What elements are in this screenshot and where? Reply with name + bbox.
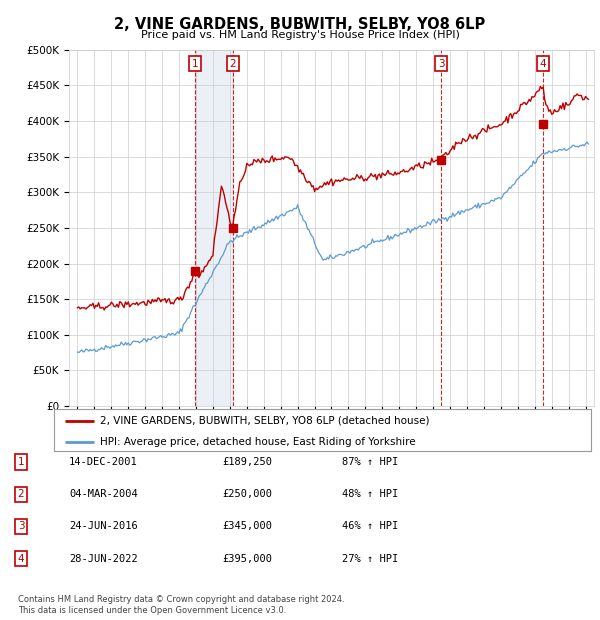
Text: 24-JUN-2016: 24-JUN-2016 — [69, 521, 138, 531]
Text: 3: 3 — [438, 59, 445, 69]
Text: 87% ↑ HPI: 87% ↑ HPI — [342, 457, 398, 467]
Text: 3: 3 — [17, 521, 25, 531]
Text: Price paid vs. HM Land Registry's House Price Index (HPI): Price paid vs. HM Land Registry's House … — [140, 30, 460, 40]
Text: HPI: Average price, detached house, East Riding of Yorkshire: HPI: Average price, detached house, East… — [100, 437, 415, 447]
Text: 2: 2 — [17, 489, 25, 499]
Text: 46% ↑ HPI: 46% ↑ HPI — [342, 521, 398, 531]
Text: £395,000: £395,000 — [222, 554, 272, 564]
Text: 1: 1 — [17, 457, 25, 467]
Text: Contains HM Land Registry data © Crown copyright and database right 2024.: Contains HM Land Registry data © Crown c… — [18, 595, 344, 604]
Text: 14-DEC-2001: 14-DEC-2001 — [69, 457, 138, 467]
Text: £189,250: £189,250 — [222, 457, 272, 467]
Text: 48% ↑ HPI: 48% ↑ HPI — [342, 489, 398, 499]
Bar — [196, 50, 233, 406]
Text: 1: 1 — [192, 59, 199, 69]
Text: 4: 4 — [539, 59, 546, 69]
Text: 27% ↑ HPI: 27% ↑ HPI — [342, 554, 398, 564]
Text: 2, VINE GARDENS, BUBWITH, SELBY, YO8 6LP: 2, VINE GARDENS, BUBWITH, SELBY, YO8 6LP — [115, 17, 485, 32]
Text: This data is licensed under the Open Government Licence v3.0.: This data is licensed under the Open Gov… — [18, 606, 286, 615]
Text: 4: 4 — [17, 554, 25, 564]
Text: 28-JUN-2022: 28-JUN-2022 — [69, 554, 138, 564]
Text: £250,000: £250,000 — [222, 489, 272, 499]
Text: 2: 2 — [229, 59, 236, 69]
Text: £345,000: £345,000 — [222, 521, 272, 531]
Text: 2, VINE GARDENS, BUBWITH, SELBY, YO8 6LP (detached house): 2, VINE GARDENS, BUBWITH, SELBY, YO8 6LP… — [100, 415, 429, 425]
Text: 04-MAR-2004: 04-MAR-2004 — [69, 489, 138, 499]
